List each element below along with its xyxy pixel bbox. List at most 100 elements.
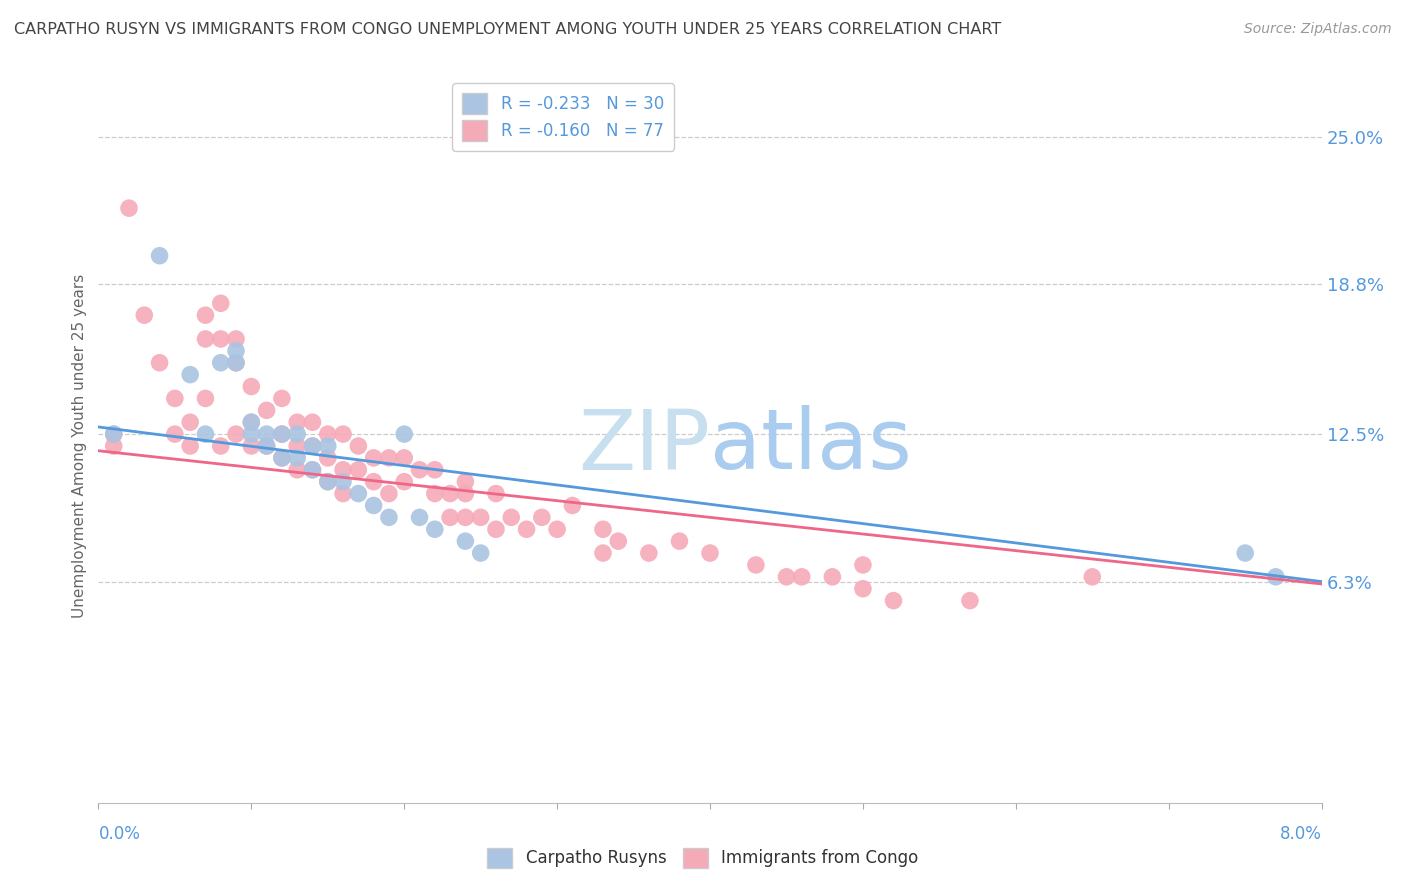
Point	[270, 427, 294, 442]
Point	[852, 558, 875, 572]
Point	[607, 534, 630, 549]
Text: Source: ZipAtlas.com: Source: ZipAtlas.com	[1244, 22, 1392, 37]
Point	[423, 463, 446, 477]
Point	[821, 570, 844, 584]
Point	[225, 427, 247, 442]
Point	[285, 415, 308, 429]
Point	[225, 356, 247, 370]
Point	[561, 499, 583, 513]
Point	[103, 427, 125, 442]
Point	[501, 510, 523, 524]
Point	[179, 439, 201, 453]
Point	[1234, 546, 1257, 560]
Point	[332, 427, 354, 442]
Point	[240, 415, 263, 429]
Legend: Carpatho Rusyns, Immigrants from Congo: Carpatho Rusyns, Immigrants from Congo	[481, 841, 925, 875]
Point	[332, 486, 354, 500]
Point	[1081, 570, 1104, 584]
Point	[118, 201, 141, 215]
Point	[194, 308, 217, 322]
Point	[378, 450, 401, 465]
Point	[1264, 570, 1286, 584]
Point	[470, 510, 492, 524]
Point	[285, 439, 308, 453]
Point	[163, 427, 186, 442]
Point	[301, 439, 323, 453]
Point	[209, 332, 232, 346]
Point	[439, 510, 461, 524]
Point	[408, 510, 430, 524]
Point	[301, 463, 323, 477]
Legend: R = -0.233   N = 30, R = -0.160   N = 77: R = -0.233 N = 30, R = -0.160 N = 77	[453, 83, 673, 151]
Text: 8.0%: 8.0%	[1279, 825, 1322, 843]
Point	[316, 427, 339, 442]
Point	[530, 510, 553, 524]
Point	[240, 415, 263, 429]
Point	[423, 522, 446, 536]
Point	[332, 475, 354, 489]
Point	[363, 450, 385, 465]
Point	[225, 332, 247, 346]
Point	[225, 356, 247, 370]
Point	[423, 486, 446, 500]
Point	[959, 593, 981, 607]
Point	[209, 356, 232, 370]
Point	[699, 546, 721, 560]
Point	[592, 546, 614, 560]
Text: CARPATHO RUSYN VS IMMIGRANTS FROM CONGO UNEMPLOYMENT AMONG YOUTH UNDER 25 YEARS : CARPATHO RUSYN VS IMMIGRANTS FROM CONGO …	[14, 22, 1001, 37]
Point	[392, 450, 416, 465]
Point	[363, 499, 385, 513]
Point	[285, 427, 308, 442]
Point	[378, 510, 401, 524]
Point	[316, 475, 339, 489]
Point	[392, 427, 416, 442]
Point	[316, 475, 339, 489]
Point	[103, 439, 125, 453]
Point	[454, 510, 477, 524]
Point	[149, 249, 172, 263]
Point	[256, 439, 278, 453]
Point	[470, 546, 492, 560]
Point	[392, 475, 416, 489]
Point	[270, 392, 294, 406]
Point	[316, 450, 339, 465]
Point	[285, 463, 308, 477]
Point	[256, 427, 278, 442]
Point	[883, 593, 905, 607]
Point	[347, 439, 370, 453]
Point	[454, 486, 477, 500]
Point	[439, 486, 461, 500]
Point	[332, 463, 354, 477]
Point	[301, 463, 323, 477]
Point	[240, 439, 263, 453]
Point	[668, 534, 690, 549]
Point	[408, 463, 430, 477]
Point	[270, 450, 294, 465]
Point	[194, 332, 217, 346]
Point	[240, 427, 263, 442]
Point	[134, 308, 156, 322]
Text: ZIP: ZIP	[578, 406, 710, 486]
Point	[790, 570, 813, 584]
Point	[103, 427, 125, 442]
Point	[163, 392, 186, 406]
Point	[592, 522, 614, 536]
Point	[363, 475, 385, 489]
Point	[194, 427, 217, 442]
Point	[485, 522, 508, 536]
Point	[454, 534, 477, 549]
Point	[485, 486, 508, 500]
Point	[209, 296, 232, 310]
Point	[194, 392, 217, 406]
Point	[852, 582, 875, 596]
Point	[516, 522, 538, 536]
Point	[240, 379, 263, 393]
Point	[270, 450, 294, 465]
Point	[347, 486, 370, 500]
Point	[256, 439, 278, 453]
Point	[209, 439, 232, 453]
Point	[637, 546, 661, 560]
Point	[149, 356, 172, 370]
Point	[301, 439, 323, 453]
Point	[179, 368, 201, 382]
